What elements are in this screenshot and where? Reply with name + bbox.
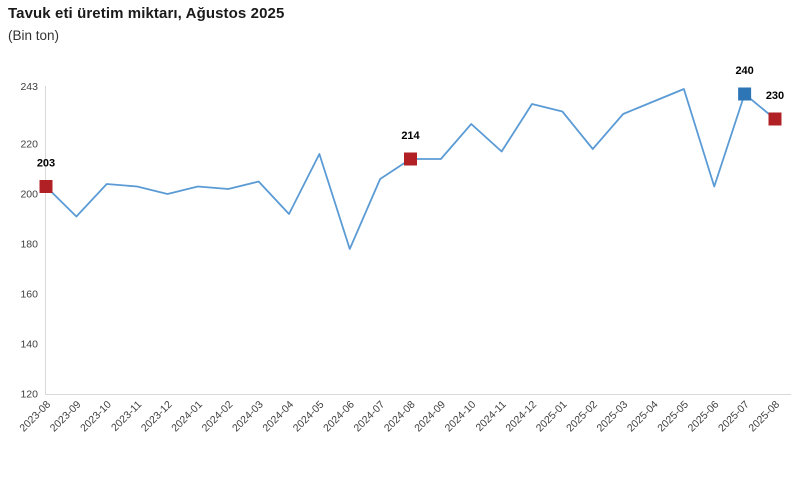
x-tick-label: 2025-02 bbox=[564, 399, 600, 435]
point-label-2025-08: 230 bbox=[766, 90, 784, 102]
chart-header: Tavuk eti üretim miktarı, Ağustos 2025 (… bbox=[8, 5, 284, 43]
series-line bbox=[45, 88, 776, 250]
x-tick-label: 2025-04 bbox=[625, 399, 661, 435]
x-tick-label: 2024-01 bbox=[169, 399, 205, 435]
x-tick-label: 2023-08 bbox=[17, 399, 53, 435]
x-tick-label: 2025-07 bbox=[716, 399, 752, 435]
marker-2023-08[interactable] bbox=[39, 180, 53, 193]
x-tick-label: 2024-08 bbox=[382, 399, 418, 435]
x-tick-label: 2024-09 bbox=[412, 399, 448, 435]
x-tick-label: 2023-10 bbox=[78, 399, 114, 435]
y-tick-label: 140 bbox=[20, 339, 38, 351]
marker-2025-07[interactable] bbox=[738, 87, 752, 101]
x-tick-label: 2025-01 bbox=[534, 399, 570, 435]
x-tick-label: 2024-04 bbox=[260, 399, 296, 435]
x-tick-label: 2023-11 bbox=[109, 399, 144, 434]
x-tick-label: 2023-12 bbox=[139, 399, 175, 435]
x-tick-label: 2025-05 bbox=[655, 399, 691, 435]
x-tick-label: 2024-12 bbox=[503, 399, 539, 435]
y-tick-label: 243 bbox=[20, 81, 38, 93]
x-tick-label: 2024-03 bbox=[230, 399, 266, 435]
x-tick-label: 2024-07 bbox=[352, 399, 388, 435]
x-tick-label: 2025-08 bbox=[746, 399, 782, 435]
chart-subtitle: (Bin ton) bbox=[8, 28, 60, 43]
marker-2024-08[interactable] bbox=[404, 152, 417, 166]
x-tick-label: 2024-02 bbox=[200, 399, 236, 435]
x-tick-label: 2024-11 bbox=[474, 399, 509, 434]
y-tick-label: 180 bbox=[20, 239, 38, 251]
x-tick-label: 2023-09 bbox=[48, 399, 84, 435]
y-tick-label: 120 bbox=[20, 389, 38, 401]
y-tick-label: 220 bbox=[20, 139, 38, 151]
point-label-2025-07: 240 bbox=[735, 65, 753, 77]
y-tick-label: 200 bbox=[20, 189, 38, 201]
x-tick-label: 2025-03 bbox=[595, 399, 631, 435]
x-tick-label: 2024-05 bbox=[291, 399, 327, 435]
x-tick-label: 2025-06 bbox=[686, 399, 722, 435]
point-label-2024-08: 214 bbox=[401, 130, 420, 142]
point-label-2023-08: 203 bbox=[37, 158, 55, 170]
y-tick-label: 160 bbox=[20, 289, 38, 301]
x-tick-label: 2024-06 bbox=[321, 399, 357, 435]
marker-2025-08[interactable] bbox=[768, 112, 782, 126]
chart-title: Tavuk eti üretim miktarı, Ağustos 2025 bbox=[8, 5, 285, 22]
x-tick-label: 2024-10 bbox=[443, 399, 479, 435]
